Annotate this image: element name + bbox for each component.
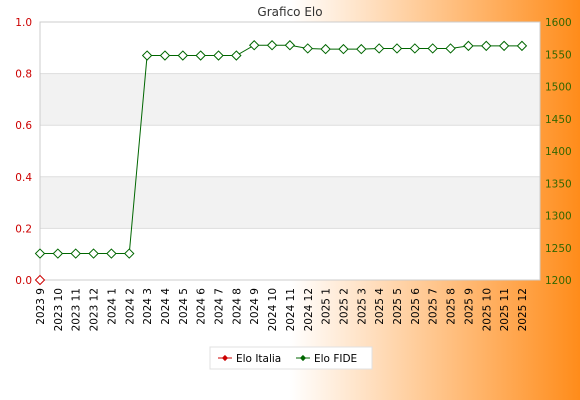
data-point <box>427 43 438 54</box>
data-point <box>481 40 492 52</box>
data-point <box>34 274 46 286</box>
left-tick-label: 0.6 <box>15 120 32 132</box>
data-point <box>391 43 403 54</box>
x-tick-label: 2024 9 <box>249 288 261 325</box>
x-tick-label: 2024 6 <box>196 288 208 325</box>
data-point <box>88 248 99 259</box>
x-tick-label: 2024 2 <box>124 288 136 325</box>
data-point <box>195 50 206 61</box>
x-tick-label: 2025 1 <box>321 288 333 325</box>
left-tick-label: 0.4 <box>15 172 32 184</box>
x-tick-label: 2024 8 <box>231 288 243 325</box>
right-tick-label: 1250 <box>545 243 572 255</box>
x-tick-label: 2025 7 <box>428 288 440 325</box>
right-tick-label: 1300 <box>545 211 572 223</box>
data-point <box>445 43 456 54</box>
series-line-1 <box>40 44 522 255</box>
right-tick-label: 1600 <box>545 17 572 29</box>
data-point <box>124 248 135 259</box>
legend-box <box>209 346 373 370</box>
x-tick-label: 2025 9 <box>463 288 475 325</box>
x-tick-label: 2025 10 <box>481 288 493 331</box>
data-point <box>498 40 510 52</box>
grid-band <box>40 73 540 126</box>
data-point <box>284 40 296 51</box>
data-point <box>356 43 367 55</box>
data-point <box>159 50 171 61</box>
data-point <box>266 40 278 51</box>
data-point <box>463 40 474 52</box>
data-point <box>52 248 64 259</box>
x-tick-label: 2023 9 <box>35 288 47 325</box>
data-point <box>338 43 349 55</box>
left-tick-label: 0.0 <box>15 275 32 287</box>
data-point <box>516 40 528 52</box>
x-tick-label: 2024 5 <box>178 288 190 325</box>
right-tick-label: 1500 <box>545 82 572 94</box>
x-tick-label: 2025 3 <box>356 288 368 325</box>
data-point <box>231 50 242 61</box>
data-point <box>320 43 331 55</box>
legend-label: Elo FIDE <box>314 353 357 365</box>
data-point <box>141 50 153 61</box>
legend: Elo Italia Elo FIDE <box>209 346 373 370</box>
x-tick-label: 2024 3 <box>142 288 154 325</box>
right-tick-label: 1450 <box>545 114 572 126</box>
chart-title: Grafico Elo <box>257 5 322 19</box>
plot-area: 0.0 0.2 0.4 0.6 0.8 1.0 1200 1250 1300 1350 1400 14… <box>15 17 571 331</box>
x-tick-label: 2025 4 <box>374 288 386 325</box>
left-tick-label: 0.8 <box>15 69 32 81</box>
legend-swatch-marker <box>221 354 229 362</box>
x-tick-label: 2025 5 <box>392 288 404 325</box>
grid-band <box>40 176 540 229</box>
x-tick-label: 2023 11 <box>71 288 83 331</box>
x-tick-label: 2024 1 <box>106 288 118 325</box>
data-point <box>70 248 81 259</box>
data-point <box>373 43 385 54</box>
x-tick-label: 2023 10 <box>53 288 65 331</box>
data-point <box>248 40 260 51</box>
x-tick-label: 2024 10 <box>267 288 279 331</box>
x-tick-label: 2024 12 <box>303 288 315 331</box>
x-tick-label: 2025 2 <box>338 288 350 325</box>
right-tick-label: 1550 <box>545 49 572 61</box>
x-tick-label: 2025 8 <box>446 288 458 325</box>
x-tick-label: 2025 11 <box>499 288 511 331</box>
data-point <box>106 248 117 259</box>
right-tick-label: 1350 <box>545 178 572 190</box>
x-tick-label: 2024 7 <box>214 288 226 325</box>
legend-label: Elo Italia <box>236 353 281 365</box>
left-tick-label: 1.0 <box>15 17 32 29</box>
data-point <box>177 50 189 61</box>
right-tick-label: 1400 <box>545 146 572 158</box>
x-tick-label: 2025 12 <box>517 288 529 331</box>
x-tick-label: 2023 12 <box>89 288 101 331</box>
data-point <box>213 50 224 61</box>
x-tick-label: 2024 4 <box>160 288 172 325</box>
plot-background <box>40 22 540 280</box>
plot-frame <box>39 21 541 281</box>
x-tick-label: 2024 11 <box>285 288 297 331</box>
legend-swatch-marker <box>299 354 307 362</box>
data-point <box>409 43 421 54</box>
data-point <box>34 248 46 259</box>
left-tick-label: 0.2 <box>15 223 32 235</box>
x-tick-label: 2025 6 <box>410 288 422 325</box>
data-point <box>302 43 313 54</box>
right-tick-label: 1200 <box>545 275 572 287</box>
